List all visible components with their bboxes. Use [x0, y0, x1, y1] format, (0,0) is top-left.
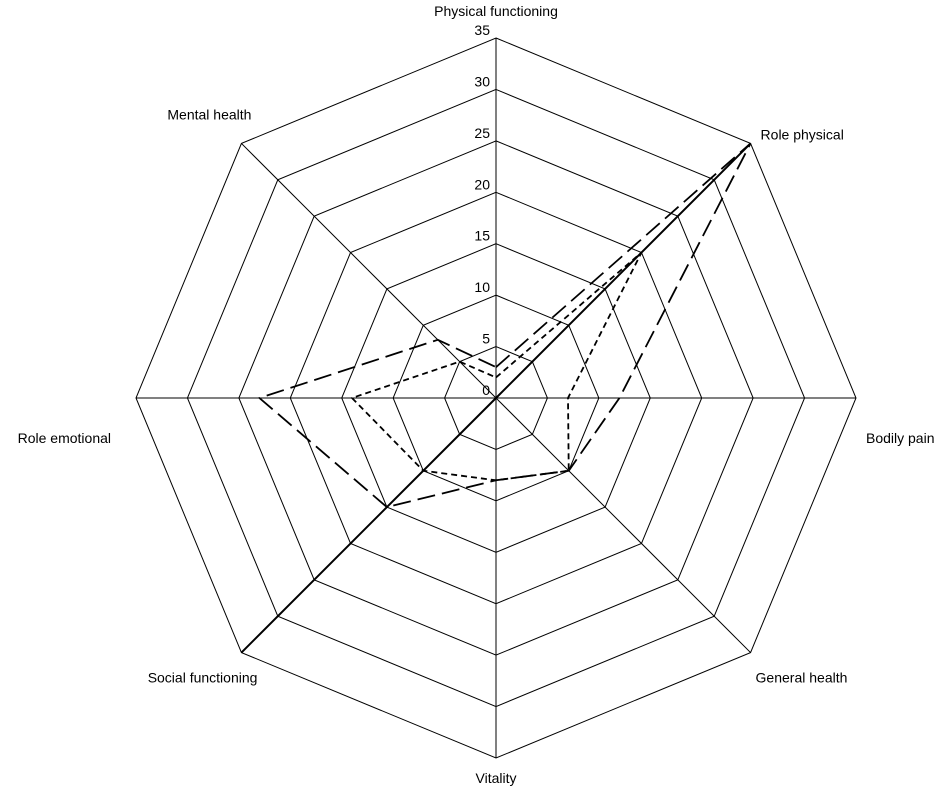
tick-label-25: 25 [474, 125, 490, 141]
tick-layer: 0 5 10 15 20 25 30 35 [474, 22, 490, 398]
tick-label-20: 20 [474, 176, 490, 192]
axis-label-layer: Physical functioning Role physical Bodily … [18, 3, 935, 786]
tick-label-10: 10 [474, 279, 490, 295]
spoke-3 [495, 397, 751, 653]
axis-label-bodily-pain: Bodily pain [866, 430, 935, 446]
series-3-line [350, 251, 643, 482]
spoke-7 [241, 143, 497, 399]
axis-label-social-functioning: Social functioning [148, 670, 258, 686]
tick-label-0: 0 [482, 382, 490, 398]
tick-label-5: 5 [482, 331, 490, 347]
axis-label-mental-health: Mental health [167, 106, 251, 122]
tick-label-30: 30 [474, 73, 490, 89]
series-2-line [257, 142, 752, 509]
tick-label-15: 15 [474, 228, 490, 244]
series-layer [240, 142, 752, 654]
axis-label-role-emotional: Role emotional [18, 430, 111, 446]
axis-label-physical-functioning: Physical functioning [434, 3, 558, 19]
axis-label-general-health: General health [756, 670, 848, 686]
axis-label-role-physical: Role physical [761, 126, 844, 142]
series-1-line [240, 142, 752, 654]
tick-label-35: 35 [474, 22, 490, 38]
axis-label-vitality: Vitality [476, 770, 517, 786]
